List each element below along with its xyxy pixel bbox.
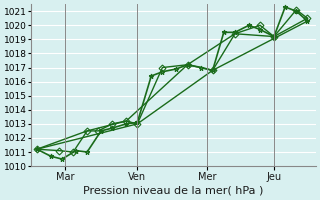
X-axis label: Pression niveau de la mer( hPa ): Pression niveau de la mer( hPa ) [84, 186, 264, 196]
